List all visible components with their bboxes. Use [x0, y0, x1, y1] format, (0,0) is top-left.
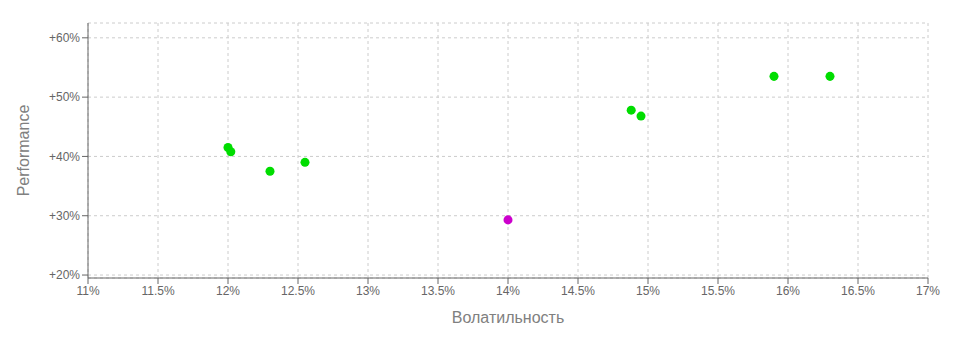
svg-text:14%: 14% — [496, 284, 520, 298]
svg-text:17%: 17% — [916, 284, 940, 298]
svg-text:Волатильность: Волатильность — [452, 309, 564, 326]
svg-text:13%: 13% — [356, 284, 380, 298]
svg-text:16%: 16% — [776, 284, 800, 298]
svg-text:15.5%: 15.5% — [701, 284, 735, 298]
svg-text:Performance: Performance — [15, 105, 32, 197]
svg-text:+20%: +20% — [49, 268, 80, 282]
svg-text:15%: 15% — [636, 284, 660, 298]
svg-text:13.5%: 13.5% — [421, 284, 455, 298]
svg-text:+50%: +50% — [49, 90, 80, 104]
svg-text:+60%: +60% — [49, 31, 80, 45]
svg-text:16.5%: 16.5% — [841, 284, 875, 298]
svg-text:11%: 11% — [76, 284, 99, 298]
svg-text:12.5%: 12.5% — [281, 284, 315, 298]
svg-text:14.5%: 14.5% — [561, 284, 595, 298]
svg-text:12%: 12% — [216, 284, 240, 298]
svg-text:+40%: +40% — [49, 150, 80, 164]
svg-text:11.5%: 11.5% — [141, 284, 174, 298]
svg-text:+30%: +30% — [49, 209, 80, 223]
